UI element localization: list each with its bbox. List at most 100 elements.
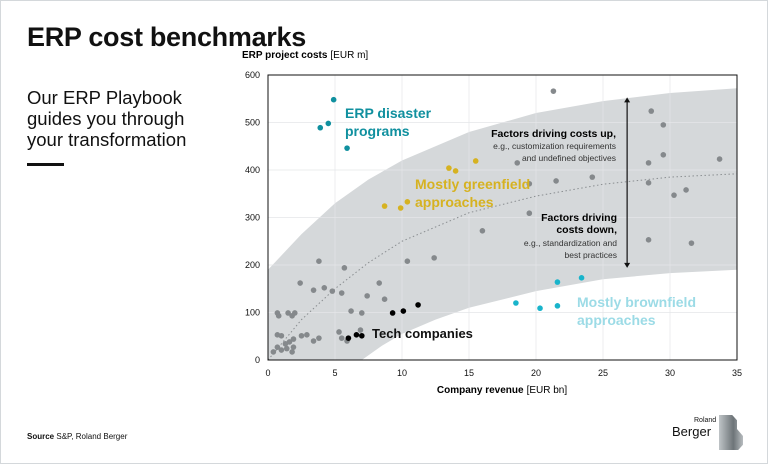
y-tick-label: 100 [245, 308, 260, 318]
x-tick-label: 0 [265, 368, 270, 378]
arrow-head-up [624, 97, 631, 103]
y-axis-title: ERP project costs [EUR m] [242, 50, 368, 61]
data-point [479, 228, 486, 234]
data-point [353, 332, 360, 338]
subtitle-line: guides you through [27, 108, 185, 129]
x-axis-title-unit: [EUR bn] [527, 385, 568, 396]
roland-berger-logo: Roland Berger [672, 415, 744, 451]
data-point [297, 280, 303, 286]
data-point [341, 265, 348, 271]
label-brownfield-1: Mostly brownfield [577, 294, 696, 310]
data-point [330, 96, 337, 103]
x-tick-label: 10 [397, 368, 407, 378]
source-label: Source [27, 432, 55, 441]
subtitle-line: Our ERP Playbook [27, 87, 182, 108]
label-costs-down-text-1: e.g., standardization and [524, 238, 617, 248]
data-point [526, 180, 533, 187]
data-point [336, 329, 342, 335]
data-point [550, 88, 557, 94]
data-point [283, 345, 290, 352]
data-point [716, 156, 723, 162]
data-point [513, 300, 519, 306]
data-point [400, 308, 407, 314]
data-point [404, 199, 411, 205]
data-point [317, 124, 324, 131]
y-tick-label: 0 [255, 355, 260, 365]
data-point [321, 285, 328, 291]
data-point [316, 258, 322, 265]
data-point [274, 344, 281, 350]
data-point [292, 310, 298, 316]
label-brownfield-2: approaches [577, 312, 656, 328]
x-tick-label: 30 [665, 368, 675, 378]
data-point [660, 152, 667, 158]
y-axis-title-bold: ERP project costs [242, 50, 328, 61]
x-axis-title-bold: Company revenue [437, 385, 524, 396]
data-point [338, 290, 345, 296]
y-tick-label: 600 [245, 70, 260, 80]
x-tick-label: 35 [732, 368, 742, 378]
title-divider [27, 163, 64, 166]
data-point [357, 327, 364, 333]
data-point [589, 174, 596, 180]
cost-band-area [268, 88, 737, 361]
source-note: Source S&P, Roland Berger [27, 432, 127, 441]
data-point [290, 336, 297, 342]
x-tick-label: 5 [332, 368, 337, 378]
label-disaster-2: programs [345, 123, 410, 139]
data-point [289, 349, 295, 355]
logo-text-small: Roland [694, 417, 717, 424]
y-tick-label: 200 [245, 260, 260, 270]
y-axis-title-unit: [EUR m] [330, 50, 368, 61]
source-text: S&P, Roland Berger [56, 432, 128, 441]
label-tech: Tech companies [372, 326, 473, 341]
label-greenfield-2: approaches [415, 194, 494, 210]
label-costs-down-title-2: costs down, [556, 224, 617, 236]
label-costs-up-title: Factors driving costs up, [491, 128, 616, 140]
data-point [359, 310, 365, 316]
subtitle-line: your transformation [27, 129, 187, 150]
data-point [329, 288, 336, 294]
trend-line [267, 173, 738, 361]
data-point [278, 347, 285, 353]
data-point [359, 332, 365, 339]
data-point [316, 335, 322, 341]
x-tick-label: 15 [464, 368, 474, 378]
data-point [688, 240, 695, 246]
data-point [285, 310, 291, 316]
data-point [304, 332, 310, 338]
page-title: ERP cost benchmarks [27, 22, 306, 52]
data-point [381, 296, 388, 303]
data-point [376, 280, 383, 286]
data-point [345, 335, 352, 341]
data-point [290, 344, 297, 350]
data-point [554, 279, 561, 285]
data-point [364, 293, 370, 299]
data-point [325, 120, 332, 127]
data-points [270, 88, 723, 355]
label-disaster-1: ERP disaster [345, 105, 432, 121]
label-costs-up-text-2: and undefined objectives [522, 153, 616, 163]
data-point [578, 275, 585, 281]
x-tick-label: 25 [598, 368, 608, 378]
y-tick-label: 500 [245, 118, 260, 128]
data-point [671, 192, 677, 198]
x-tick-label: 20 [531, 368, 541, 378]
data-point [404, 258, 411, 265]
data-point [526, 210, 533, 217]
label-greenfield-1: Mostly greenfield [415, 176, 530, 192]
y-tick-label: 300 [245, 213, 260, 223]
axis-ticks: 0 5 10 15 20 25 30 35 0 100 200 300 400 500 600 [245, 70, 742, 378]
data-point [648, 108, 655, 114]
data-point [344, 145, 350, 151]
label-costs-down-title-1: Factors driving [541, 212, 617, 224]
data-point [645, 180, 652, 186]
plot-frame [267, 74, 738, 361]
x-axis-title: Company revenue [EUR bn] [437, 385, 567, 396]
data-point [310, 338, 317, 344]
data-point [270, 349, 277, 355]
label-costs-down-text-2: best practices [565, 250, 617, 260]
data-point [683, 187, 689, 193]
data-point [446, 165, 452, 171]
